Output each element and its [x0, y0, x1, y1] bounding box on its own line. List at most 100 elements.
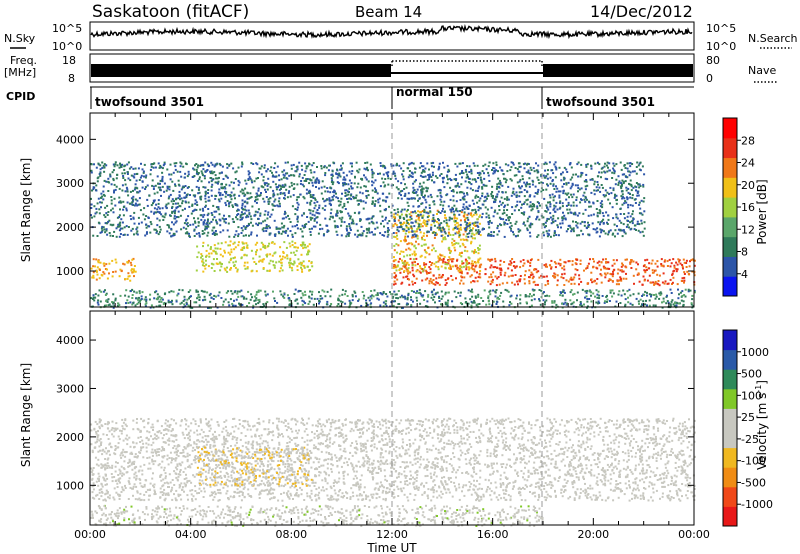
power-cell	[143, 176, 145, 178]
power-cell	[253, 215, 255, 217]
power-cell	[636, 298, 638, 300]
power-cell	[206, 235, 208, 237]
power-cell	[441, 241, 443, 243]
power-cell	[330, 209, 332, 211]
power-cell	[432, 214, 434, 216]
power-cell	[504, 222, 506, 224]
power-cell	[303, 196, 305, 198]
power-cell	[519, 179, 521, 181]
power-cell	[578, 234, 580, 236]
power-cell	[204, 195, 206, 197]
power-cell	[428, 169, 430, 171]
power-cell	[301, 269, 303, 271]
power-cell	[238, 184, 240, 186]
power-cell	[126, 164, 128, 166]
power-cell	[401, 209, 403, 211]
power-cell	[232, 206, 234, 208]
power-cell	[257, 198, 259, 200]
power-cell	[380, 165, 382, 167]
power-cell	[289, 242, 291, 244]
power-cell	[582, 213, 584, 215]
power-cell	[136, 303, 138, 305]
power-cell	[404, 237, 406, 239]
power-cell	[638, 204, 640, 206]
power-cell	[398, 290, 400, 292]
power-cell	[573, 194, 575, 196]
power-cell	[422, 225, 424, 227]
power-cell	[532, 274, 534, 276]
power-cell	[459, 234, 461, 236]
power-cell	[535, 268, 537, 270]
power-cell	[667, 260, 669, 262]
power-cell	[465, 180, 467, 182]
power-cell	[449, 252, 451, 254]
power-cell	[531, 305, 533, 307]
power-cell	[430, 224, 432, 226]
power-cell	[413, 192, 415, 194]
power-cell	[455, 220, 457, 222]
power-cell	[555, 304, 557, 306]
power-cell	[685, 289, 687, 291]
power-cell	[219, 291, 221, 293]
power-cell	[120, 295, 122, 297]
power-cell	[395, 274, 397, 276]
power-cell	[446, 222, 448, 224]
power-cell	[438, 277, 440, 279]
power-cell	[266, 196, 268, 198]
power-cell	[535, 162, 537, 164]
freq-band-middle	[391, 72, 543, 74]
power-cell	[576, 205, 578, 207]
power-cell	[129, 280, 131, 282]
power-cell	[93, 163, 95, 165]
power-cell	[288, 304, 290, 306]
power-cell	[444, 231, 446, 233]
power-cell	[506, 214, 508, 216]
power-cell	[549, 203, 551, 205]
power-cell	[437, 195, 439, 197]
power-cell	[521, 191, 523, 193]
power-cell	[248, 213, 250, 215]
power-cell	[442, 238, 444, 240]
power-cell	[179, 205, 181, 207]
power-cell	[440, 199, 442, 201]
power-cell	[424, 239, 426, 241]
power-cell	[510, 230, 512, 232]
power-cell	[624, 164, 626, 166]
power-cell	[649, 305, 651, 307]
power-cell	[577, 292, 579, 294]
power-cell	[250, 162, 252, 164]
power-cell	[577, 190, 579, 192]
power-cell	[273, 264, 275, 266]
power-cell	[536, 207, 538, 209]
power-cell	[465, 301, 467, 303]
power-cell	[563, 183, 565, 185]
power-cell	[487, 281, 489, 283]
power-cell	[319, 224, 321, 226]
power-cell	[638, 164, 640, 166]
power-cell	[413, 225, 415, 227]
power-cell	[413, 230, 415, 232]
power-cell	[605, 233, 607, 235]
power-cell	[372, 197, 374, 199]
power-cell	[178, 180, 180, 182]
power-cell	[605, 178, 607, 180]
power-cell	[471, 260, 473, 262]
power-cell	[236, 170, 238, 172]
power-cell	[121, 190, 123, 192]
power-cell	[445, 217, 447, 219]
power-cell	[96, 279, 98, 281]
power-cell	[488, 217, 490, 219]
power-cell	[663, 301, 665, 303]
power-cell	[558, 263, 560, 265]
power-cell	[426, 235, 428, 237]
power-cell	[403, 217, 405, 219]
power-cell	[191, 205, 193, 207]
power-cell	[350, 162, 352, 164]
power-cell	[393, 216, 395, 218]
power-cell	[586, 301, 588, 303]
power-cell	[296, 224, 298, 226]
power-cell	[262, 186, 264, 188]
power-cell	[219, 200, 221, 202]
power-cell	[352, 220, 354, 222]
power-cell	[633, 293, 635, 295]
